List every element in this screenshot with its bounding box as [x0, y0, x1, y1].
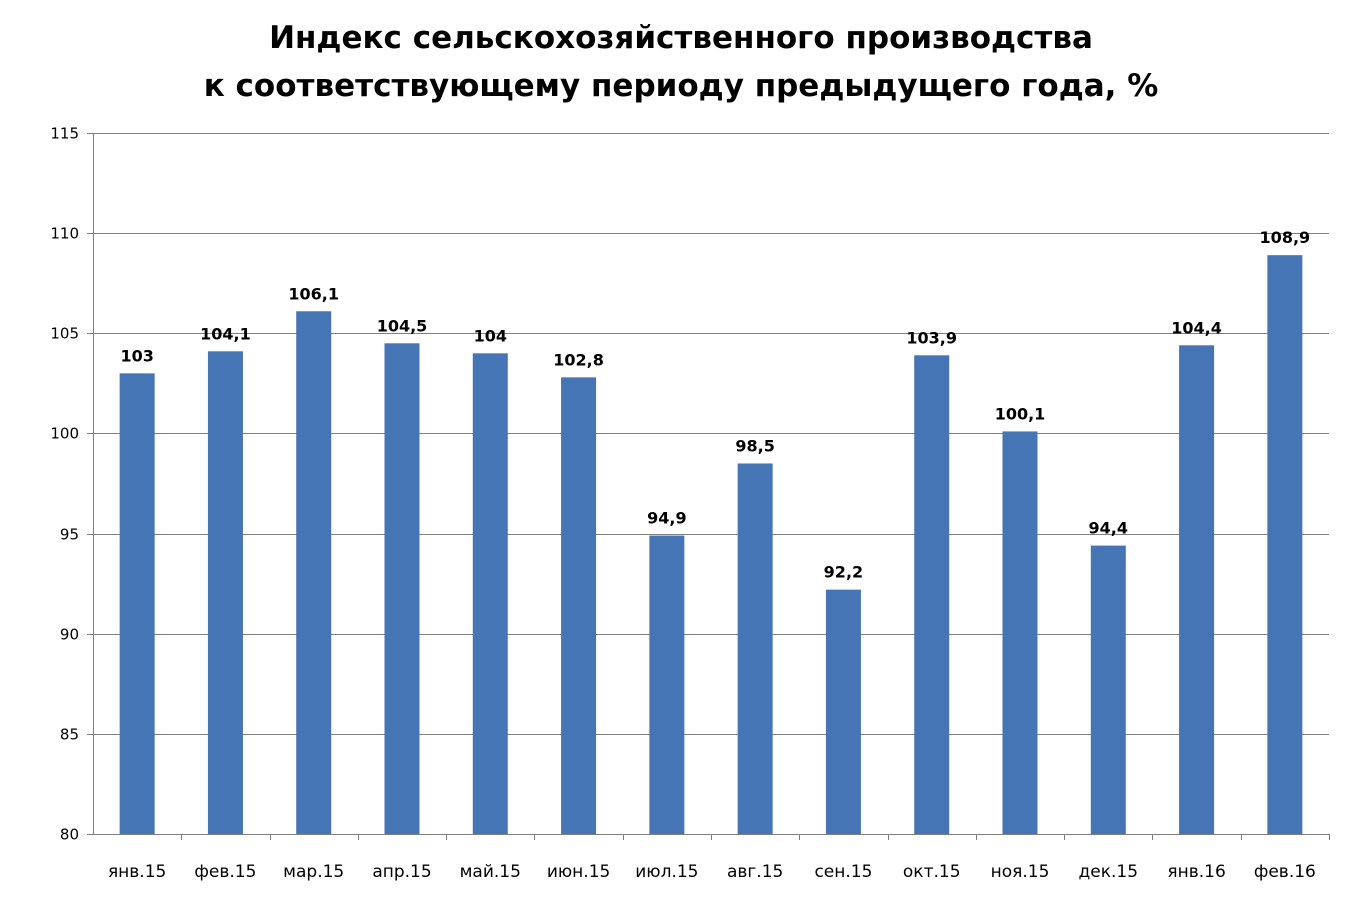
data-label: 94,9 — [647, 509, 686, 528]
chart-title: Индекс сельскохозяйственного производств… — [0, 14, 1362, 110]
y-tick-label: 115 — [50, 125, 79, 143]
x-axis-ticks: янв.15 фев.15 мар.15 апр.15 май.15 июн.15 июл.… — [108, 862, 1316, 882]
bar — [1090, 545, 1126, 834]
data-label: 104,1 — [200, 324, 251, 343]
data-label: 106,1 — [288, 284, 339, 303]
data-labels: 103 104,1 106,1 104,5 104 102,8 94,9 98,5 92,2 10… — [120, 228, 1310, 581]
x-tick-label: май.15 — [460, 862, 521, 882]
chart-title-line-1: Индекс сельскохозяйственного производств… — [269, 20, 1093, 56]
data-label: 98,5 — [735, 436, 774, 455]
data-label: 100,1 — [995, 404, 1046, 423]
y-tick-label: 95 — [60, 526, 79, 544]
y-axis-ticks: 80 85 90 95 100 105 110 115 — [50, 125, 79, 844]
bar — [384, 343, 420, 834]
x-tick-label: апр.15 — [372, 862, 431, 882]
y-tick-label: 105 — [50, 325, 79, 343]
x-tick-label: июл.15 — [635, 862, 698, 882]
data-label: 103,9 — [906, 328, 957, 347]
bar — [825, 589, 861, 834]
bar — [1179, 345, 1215, 834]
x-tick-label: ноя.15 — [991, 862, 1050, 882]
x-tick-label: фев.16 — [1254, 862, 1316, 882]
x-tick-label: янв.15 — [108, 862, 166, 882]
y-tick-label: 100 — [50, 425, 79, 443]
x-tick-label: фев.15 — [194, 862, 256, 882]
bar — [1267, 255, 1303, 834]
data-label: 103 — [120, 346, 153, 365]
x-tick-label: мар.15 — [283, 862, 344, 882]
bar — [296, 311, 332, 834]
x-tick-label: сен.15 — [814, 862, 872, 882]
x-tick-label: янв.16 — [1167, 862, 1225, 882]
data-label: 92,2 — [824, 563, 863, 582]
data-label: 104,5 — [377, 316, 428, 335]
x-tick-label: авг.15 — [727, 862, 783, 882]
bar — [119, 373, 155, 834]
data-label: 108,9 — [1260, 228, 1311, 247]
x-tick-label: июн.15 — [547, 862, 611, 882]
bars — [119, 255, 1303, 834]
y-tick-label: 110 — [50, 225, 79, 243]
x-tick-label: дек.15 — [1079, 862, 1139, 882]
x-tick-label: окт.15 — [903, 862, 961, 882]
gridlines — [93, 133, 1329, 735]
data-label: 104 — [474, 326, 507, 345]
axes — [87, 133, 1330, 840]
y-tick-label: 80 — [60, 826, 79, 844]
bar — [1002, 431, 1038, 834]
y-tick-label: 85 — [60, 726, 79, 744]
bar — [207, 351, 243, 834]
data-label: 104,4 — [1171, 318, 1222, 337]
bar — [649, 535, 685, 834]
data-label: 102,8 — [553, 350, 604, 369]
bar — [472, 353, 508, 834]
chart-title-line-2: к соответствующему периоду предыдущего г… — [203, 68, 1159, 104]
bar — [914, 355, 950, 834]
data-label: 94,4 — [1089, 519, 1128, 538]
bar — [737, 463, 773, 834]
y-tick-label: 90 — [60, 626, 79, 644]
bar — [561, 377, 597, 834]
